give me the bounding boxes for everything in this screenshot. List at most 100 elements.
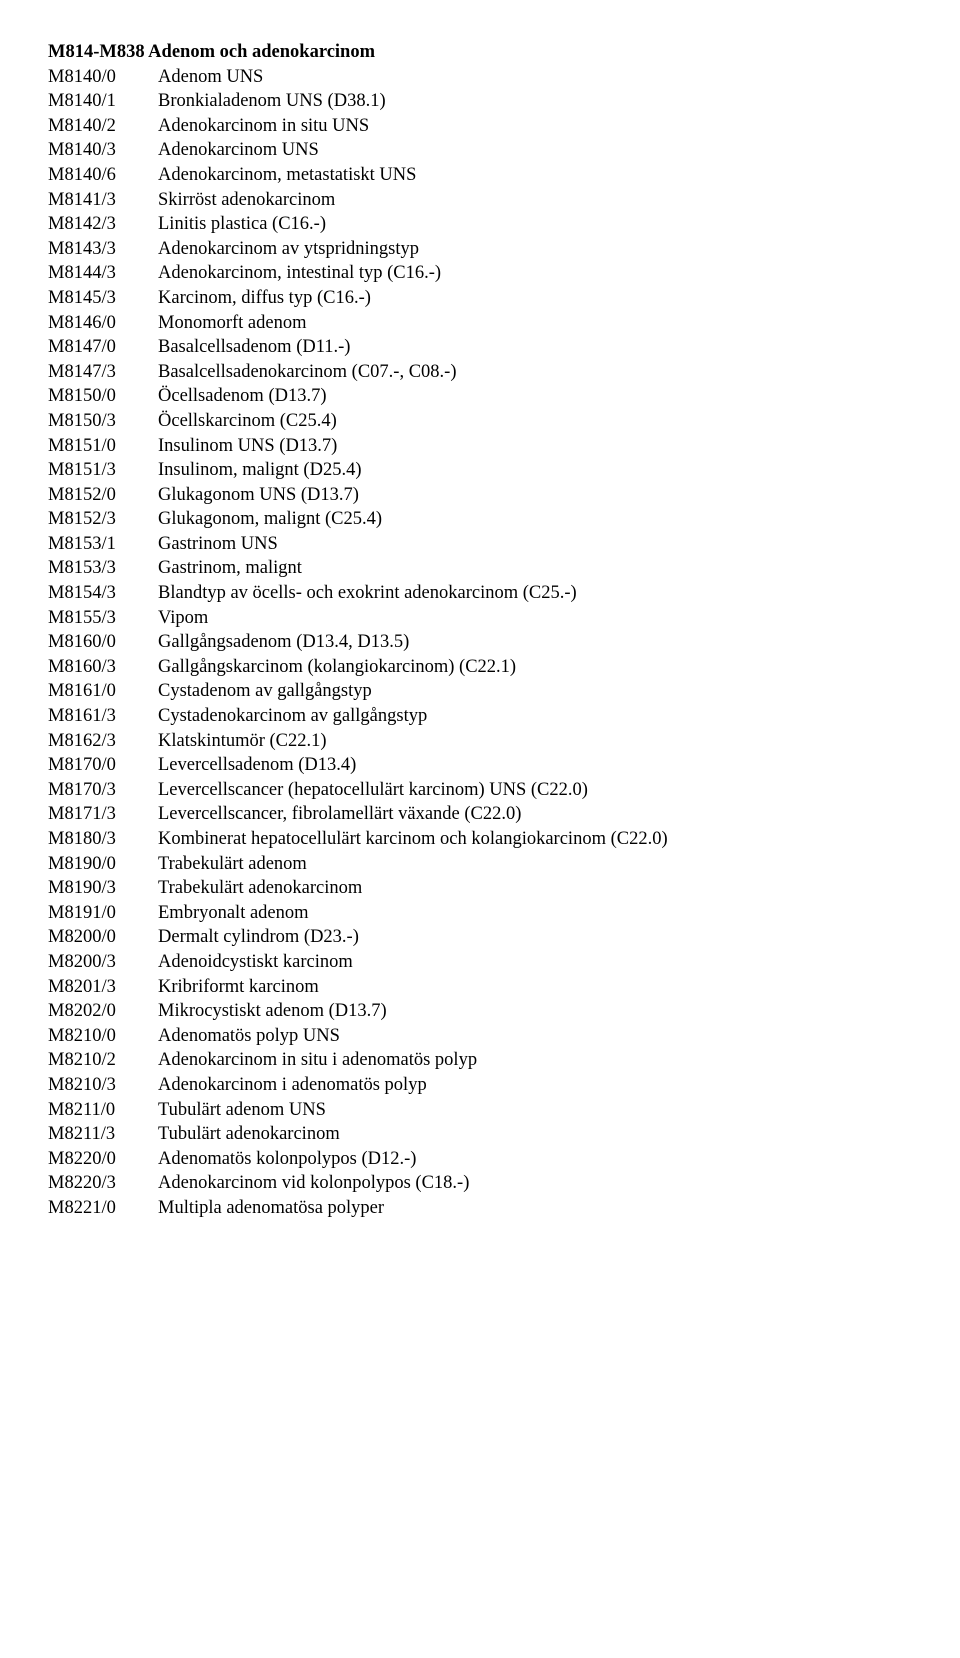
code-description: Tubulärt adenokarcinom [158,1122,912,1147]
code-row: M8152/3Glukagonom, malignt (C25.4) [48,507,912,532]
code-row: M8150/3Öcellskarcinom (C25.4) [48,409,912,434]
code-value: M8210/3 [48,1073,158,1098]
code-description: Öcellsadenom (D13.7) [158,384,912,409]
code-value: M8140/3 [48,138,158,163]
code-row: M8153/1Gastrinom UNS [48,532,912,557]
code-description: Kribriformt karcinom [158,975,912,1000]
code-value: M8201/3 [48,975,158,1000]
code-description: Basalcellsadenom (D11.-) [158,335,912,360]
code-description: Bronkialadenom UNS (D38.1) [158,89,912,114]
code-value: M8147/3 [48,360,158,385]
code-value: M8160/3 [48,655,158,680]
code-description: Adenomatös polyp UNS [158,1024,912,1049]
code-value: M8161/3 [48,704,158,729]
code-value: M8220/3 [48,1171,158,1196]
code-value: M8152/3 [48,507,158,532]
code-description: Öcellskarcinom (C25.4) [158,409,912,434]
code-row: M8147/3Basalcellsadenokarcinom (C07.-, C… [48,360,912,385]
code-value: M8210/2 [48,1048,158,1073]
code-value: M8160/0 [48,630,158,655]
code-description: Adenokarcinom i adenomatös polyp [158,1073,912,1098]
code-row: M8155/3Vipom [48,606,912,631]
code-row: M8152/0Glukagonom UNS (D13.7) [48,483,912,508]
code-value: M8170/0 [48,753,158,778]
code-list: M8140/0Adenom UNSM8140/1Bronkialadenom U… [48,65,912,1221]
code-value: M8143/3 [48,237,158,262]
code-row: M8190/0Trabekulärt adenom [48,852,912,877]
code-row: M8140/0Adenom UNS [48,65,912,90]
code-value: M8144/3 [48,261,158,286]
code-row: M8200/0Dermalt cylindrom (D23.-) [48,925,912,950]
code-description: Trabekulärt adenom [158,852,912,877]
code-description: Cystadenokarcinom av gallgångstyp [158,704,912,729]
code-row: M8140/3Adenokarcinom UNS [48,138,912,163]
code-row: M8210/0Adenomatös polyp UNS [48,1024,912,1049]
code-description: Levercellscancer (hepatocellulärt karcin… [158,778,912,803]
code-value: M8180/3 [48,827,158,852]
code-description: Adenokarcinom, intestinal typ (C16.-) [158,261,912,286]
code-description: Blandtyp av öcells- och exokrint adenoka… [158,581,912,606]
code-row: M8202/0Mikrocystiskt adenom (D13.7) [48,999,912,1024]
code-value: M8140/2 [48,114,158,139]
code-value: M8202/0 [48,999,158,1024]
code-row: M8146/0Monomorft adenom [48,311,912,336]
code-description: Gastrinom UNS [158,532,912,557]
code-description: Monomorft adenom [158,311,912,336]
code-description: Karcinom, diffus typ (C16.-) [158,286,912,311]
code-description: Skirröst adenokarcinom [158,188,912,213]
code-description: Gastrinom, malignt [158,556,912,581]
code-value: M8145/3 [48,286,158,311]
code-row: M8200/3Adenoidcystiskt karcinom [48,950,912,975]
code-row: M8140/1Bronkialadenom UNS (D38.1) [48,89,912,114]
code-value: M8211/0 [48,1098,158,1123]
code-value: M8221/0 [48,1196,158,1221]
code-row: M8144/3Adenokarcinom, intestinal typ (C1… [48,261,912,286]
code-row: M8151/0Insulinom UNS (D13.7) [48,434,912,459]
code-row: M8211/0Tubulärt adenom UNS [48,1098,912,1123]
code-value: M8140/6 [48,163,158,188]
code-description: Gallgångsadenom (D13.4, D13.5) [158,630,912,655]
code-description: Dermalt cylindrom (D23.-) [158,925,912,950]
code-row: M8145/3Karcinom, diffus typ (C16.-) [48,286,912,311]
code-row: M8171/3Levercellscancer, fibrolamellärt … [48,802,912,827]
code-value: M8190/3 [48,876,158,901]
code-value: M8171/3 [48,802,158,827]
code-value: M8191/0 [48,901,158,926]
code-value: M8210/0 [48,1024,158,1049]
code-description: Adenom UNS [158,65,912,90]
code-value: M8154/3 [48,581,158,606]
code-row: M8161/3Cystadenokarcinom av gallgångstyp [48,704,912,729]
code-value: M8152/0 [48,483,158,508]
code-row: M8180/3Kombinerat hepatocellulärt karcin… [48,827,912,852]
code-row: M8161/0Cystadenom av gallgångstyp [48,679,912,704]
code-value: M8220/0 [48,1147,158,1172]
code-row: M8150/0Öcellsadenom (D13.7) [48,384,912,409]
code-row: M8147/0Basalcellsadenom (D11.-) [48,335,912,360]
code-value: M8162/3 [48,729,158,754]
code-value: M8200/0 [48,925,158,950]
code-description: Multipla adenomatösa polyper [158,1196,912,1221]
code-description: Adenokarcinom in situ UNS [158,114,912,139]
code-value: M8151/3 [48,458,158,483]
code-description: Cystadenom av gallgångstyp [158,679,912,704]
code-description: Trabekulärt adenokarcinom [158,876,912,901]
code-row: M8211/3Tubulärt adenokarcinom [48,1122,912,1147]
code-row: M8220/0Adenomatös kolonpolypos (D12.-) [48,1147,912,1172]
code-row: M8153/3Gastrinom, malignt [48,556,912,581]
code-row: M8143/3Adenokarcinom av ytspridningstyp [48,237,912,262]
code-row: M8210/2Adenokarcinom in situ i adenomatö… [48,1048,912,1073]
code-description: Insulinom, malignt (D25.4) [158,458,912,483]
code-row: M8162/3Klatskintumör (C22.1) [48,729,912,754]
code-value: M8150/0 [48,384,158,409]
code-value: M8141/3 [48,188,158,213]
code-description: Gallgångskarcinom (kolangiokarcinom) (C2… [158,655,912,680]
code-row: M8140/2Adenokarcinom in situ UNS [48,114,912,139]
code-description: Insulinom UNS (D13.7) [158,434,912,459]
code-row: M8142/3Linitis plastica (C16.-) [48,212,912,237]
code-value: M8170/3 [48,778,158,803]
code-value: M8200/3 [48,950,158,975]
code-description: Tubulärt adenom UNS [158,1098,912,1123]
code-value: M8142/3 [48,212,158,237]
code-row: M8160/3Gallgångskarcinom (kolangiokarcin… [48,655,912,680]
code-value: M8146/0 [48,311,158,336]
